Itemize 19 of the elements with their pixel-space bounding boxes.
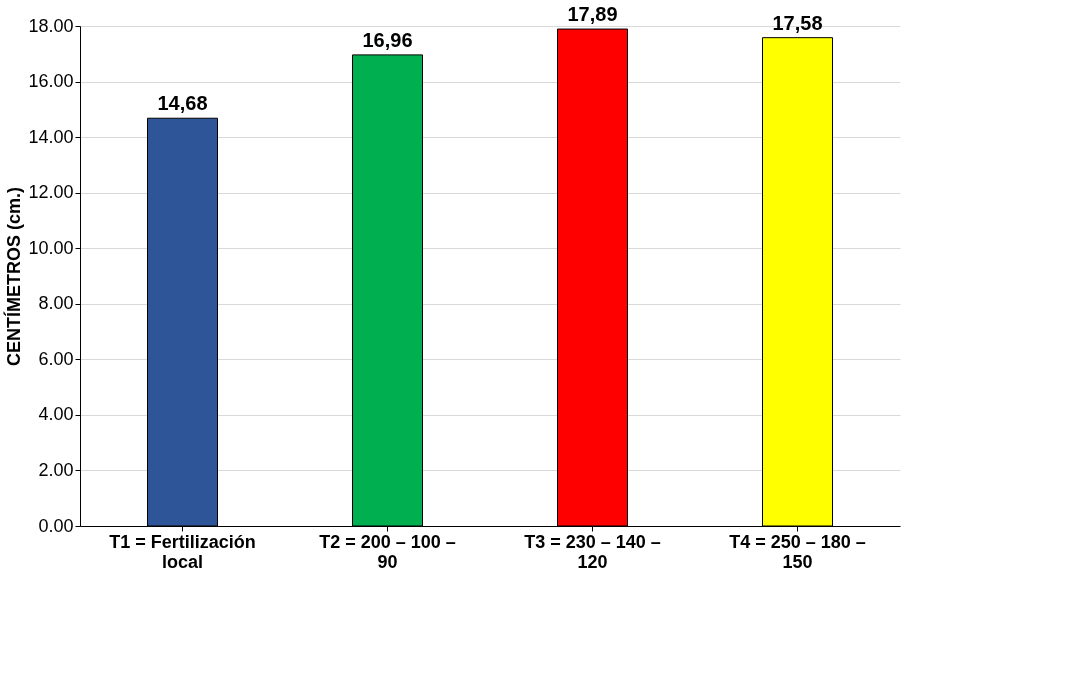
y-tick-label: 16.00: [28, 71, 74, 92]
y-tick-label: 14.00: [28, 126, 74, 147]
y-tick-label: 0.00: [38, 515, 74, 536]
x-tick-label: T4 = 250 – 180 – 150: [729, 531, 866, 572]
x-tick-label: T1 = Fertilización local: [109, 531, 256, 572]
y-tick-label: 2.00: [38, 459, 74, 480]
data-label: 17,89: [567, 3, 618, 26]
y-tick-label: 10.00: [28, 237, 74, 258]
x-tick-label: T3 = 230 – 140 – 120: [524, 531, 661, 572]
y-tick-label: 8.00: [38, 293, 74, 314]
y-tick-label: 6.00: [38, 348, 74, 369]
data-label: 17,58: [772, 11, 823, 34]
data-label: 14,68: [157, 92, 208, 115]
x-tick-label: T2 = 200 – 100 – 90: [319, 531, 456, 572]
data-label: 16,96: [362, 28, 413, 51]
y-tick-label: 4.00: [38, 404, 74, 425]
y-axis-title: CENTÍMETROS (cm.): [3, 186, 25, 367]
y-tick-label: 18.00: [28, 15, 74, 36]
y-tick-label: 12.00: [28, 182, 74, 203]
